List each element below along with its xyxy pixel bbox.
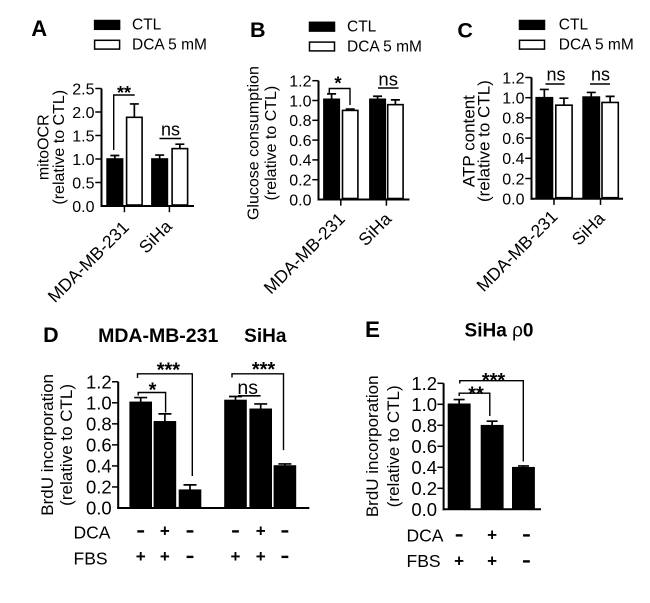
svg-text:CTL: CTL [347,19,377,36]
svg-text:2.5: 2.5 [72,81,94,98]
svg-text:0.0: 0.0 [289,192,311,209]
svg-text:*: * [149,380,157,402]
svg-text:SiHa ρ0: SiHa ρ0 [465,321,534,342]
svg-text:1.2: 1.2 [411,373,437,394]
svg-text:1.0: 1.0 [289,93,311,110]
svg-text:0.4: 0.4 [289,153,311,170]
svg-text:FBS: FBS [407,551,441,571]
svg-text:Glucose consumption: Glucose consumption [245,66,262,220]
svg-text:0.8: 0.8 [289,113,311,130]
svg-text:DCA 5 mM: DCA 5 mM [132,37,207,54]
svg-text:**: ** [468,384,484,406]
svg-text:+: + [256,522,266,541]
svg-text:SiHa: SiHa [244,326,287,347]
svg-text:+: + [231,547,241,566]
svg-text:C: C [457,19,473,43]
svg-text:0.6: 0.6 [86,435,112,456]
svg-text:0.8: 0.8 [86,414,112,435]
svg-text:ns: ns [591,65,610,85]
svg-text:0.2: 0.2 [289,173,311,190]
svg-text:+: + [136,547,146,566]
svg-text:CTL: CTL [559,17,589,34]
svg-text:0.2: 0.2 [86,477,112,498]
svg-text:1.2: 1.2 [86,371,112,392]
svg-text:(relative to CTL): (relative to CTL) [263,86,280,201]
svg-text:DCA: DCA [74,523,111,543]
svg-text:0.6: 0.6 [289,133,311,150]
svg-text:A: A [31,16,47,41]
svg-text:0.0: 0.0 [86,498,112,519]
svg-text:ATP content: ATP content [459,95,478,187]
svg-text:(relative to CTL): (relative to CTL) [57,384,76,506]
svg-text:***: *** [157,360,181,382]
svg-text:(relative to CTL): (relative to CTL) [51,90,68,205]
svg-text:***: *** [252,359,276,381]
svg-text:D: D [43,323,59,347]
svg-text:mitoOCR: mitoOCR [35,114,52,180]
svg-text:ns: ns [161,120,180,140]
svg-text:0.6: 0.6 [411,436,437,457]
svg-text:**: ** [117,83,131,103]
svg-text:CTL: CTL [132,17,162,34]
svg-text:1.5: 1.5 [72,128,94,145]
svg-text:1.0: 1.0 [502,91,524,108]
svg-text:B: B [250,18,266,42]
svg-text:DCA: DCA [407,526,444,546]
svg-text:FBS: FBS [74,549,108,569]
svg-text:0.0: 0.0 [411,499,437,520]
svg-text:1.0: 1.0 [86,393,112,414]
svg-text:+: + [256,547,266,566]
svg-text:0.4: 0.4 [411,457,437,478]
svg-text:0.4: 0.4 [502,151,524,168]
svg-text:ns: ns [546,65,565,85]
svg-text:0.2: 0.2 [502,171,524,188]
svg-text:0.2: 0.2 [411,478,437,499]
svg-text:ns: ns [378,68,398,89]
svg-text:2.0: 2.0 [72,105,94,122]
svg-text:0.5: 0.5 [72,175,94,192]
svg-text:BrdU incorporation: BrdU incorporation [363,375,382,517]
svg-text:1.2: 1.2 [502,70,524,87]
svg-text:0.8: 0.8 [502,111,524,128]
svg-text:1.2: 1.2 [289,74,311,91]
svg-text:+: + [487,552,497,571]
svg-text:0.0: 0.0 [502,192,524,209]
svg-text:1.0: 1.0 [72,152,94,169]
svg-text:(relative to CTL): (relative to CTL) [384,385,403,507]
svg-text:*: * [334,73,342,94]
svg-text:DCA 5 mM: DCA 5 mM [347,38,422,55]
svg-text:+: + [454,552,464,571]
svg-text:BrdU incorporation: BrdU incorporation [38,374,57,516]
svg-text:E: E [365,317,380,342]
svg-text:0.6: 0.6 [502,131,524,148]
svg-text:***: *** [482,370,506,392]
svg-text:MDA-MB-231: MDA-MB-231 [98,325,218,347]
svg-text:(relative to CTL): (relative to CTL) [474,80,493,202]
svg-text:ns: ns [237,377,258,399]
svg-text:+: + [160,547,170,566]
svg-text:+: + [160,522,170,541]
svg-text:DCA 5 mM: DCA 5 mM [559,37,634,54]
svg-text:0.0: 0.0 [72,199,94,216]
svg-text:0.8: 0.8 [411,415,437,436]
svg-text:0.4: 0.4 [86,456,112,477]
svg-text:1.0: 1.0 [411,394,437,415]
svg-text:+: + [487,526,497,545]
